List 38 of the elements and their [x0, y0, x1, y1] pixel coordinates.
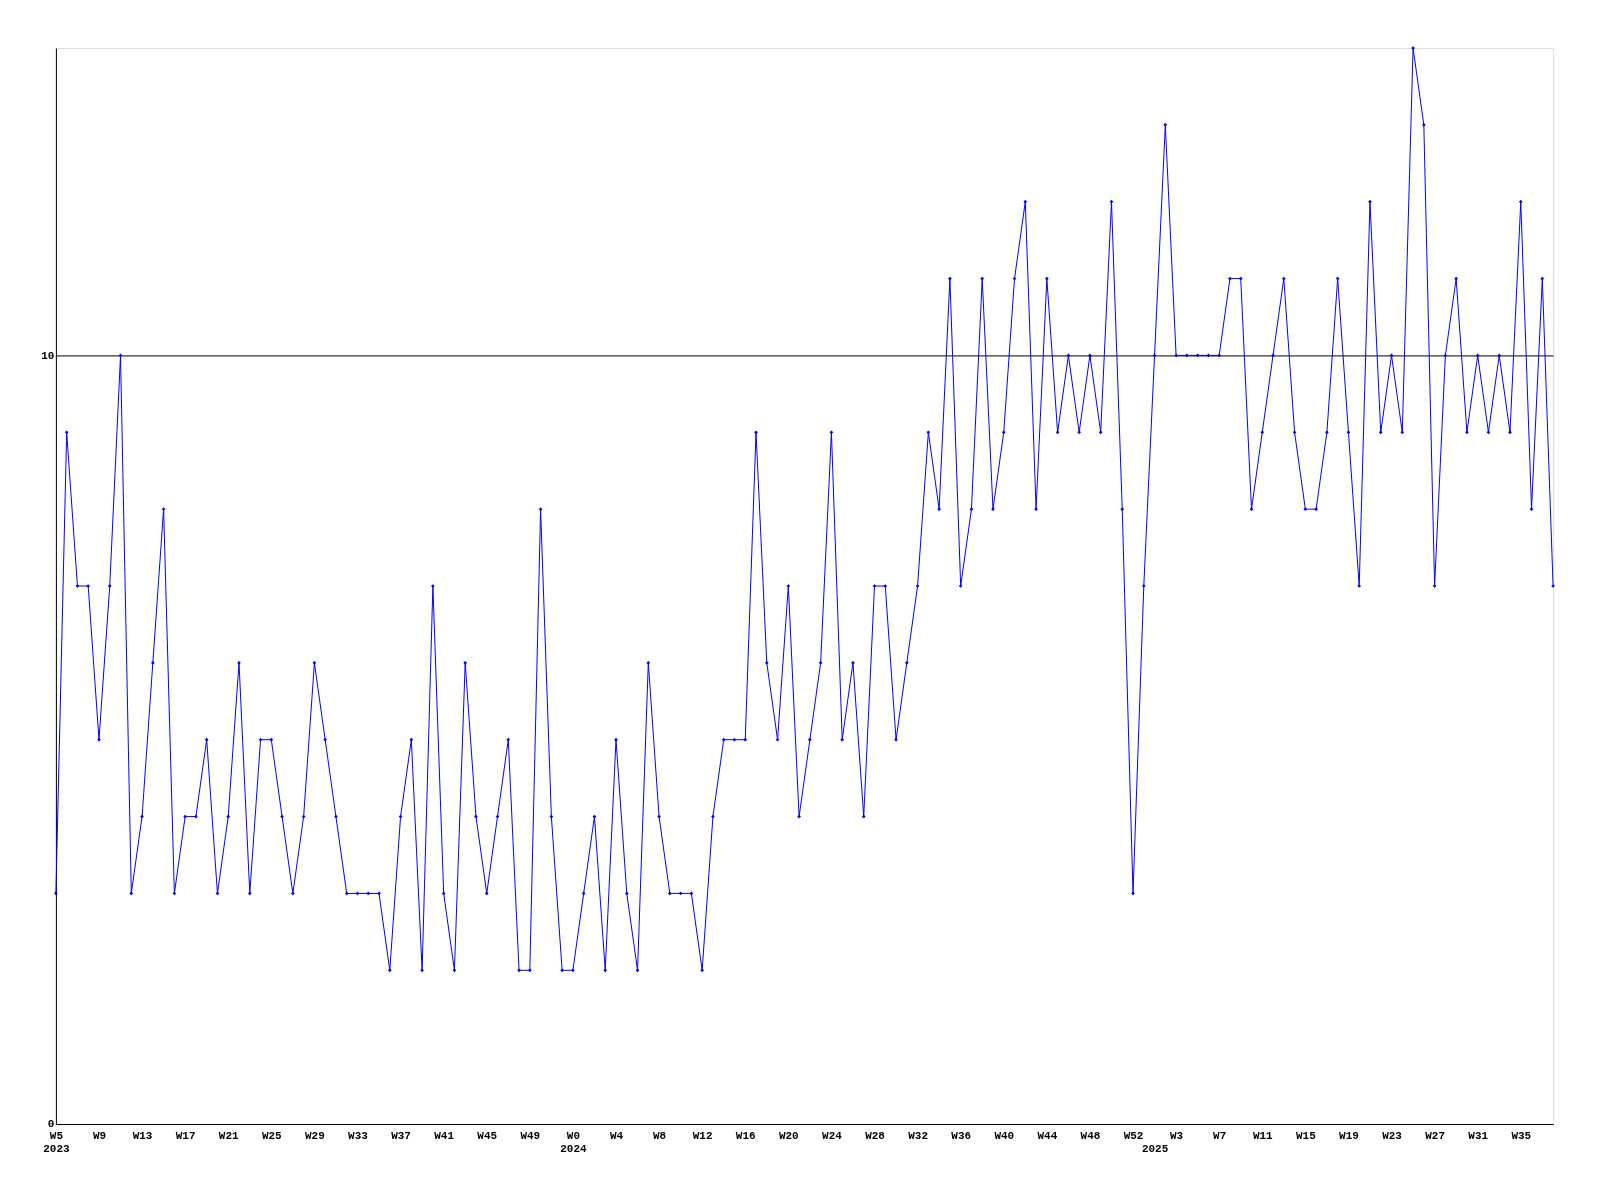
x-tick-label: W4: [609, 1130, 624, 1143]
x-tick-label: W19: [1339, 1130, 1359, 1143]
x-tick-label: W15: [1295, 1130, 1317, 1143]
x-tick-label: W45: [477, 1130, 498, 1143]
x-tick-label: W17: [175, 1130, 196, 1143]
x-tick-label: W41: [434, 1130, 455, 1143]
x-tick-label: W35: [1511, 1130, 1532, 1143]
x-tick-label: W3: [1170, 1130, 1184, 1143]
x-tick-label: W52: [1123, 1130, 1144, 1143]
x-tick-label: W24: [822, 1130, 843, 1143]
x-tick-label: W8: [652, 1130, 667, 1143]
x-tick-label: W37: [391, 1130, 411, 1143]
x-tick-label: W13: [132, 1130, 153, 1143]
x-tick-label: W27: [1425, 1130, 1445, 1143]
x-tick-label: W44: [1037, 1130, 1058, 1143]
x-tick-label: W49: [520, 1130, 541, 1143]
x-tick-label: W23: [1382, 1130, 1403, 1143]
x-tick-label: W33: [348, 1130, 369, 1143]
x-tick-label: W28: [865, 1130, 885, 1143]
x-tick-label: W29: [305, 1130, 325, 1143]
x-tick-label: W21: [218, 1130, 240, 1143]
x-tick-label: W16: [735, 1130, 756, 1143]
x-tick-label: W9: [92, 1130, 107, 1143]
x-tick-label: 2025: [1141, 1143, 1169, 1156]
x-tick-label: W36: [951, 1130, 972, 1143]
x-tick-label: W12: [692, 1130, 713, 1143]
x-tick-label: W31: [1468, 1130, 1489, 1143]
x-tick-label: W25: [261, 1130, 283, 1143]
x-tick-label: W7: [1213, 1130, 1227, 1143]
x-tick-label: W0 2024: [560, 1130, 587, 1156]
x-tick-label: W11: [1252, 1130, 1274, 1143]
x-tick-label: W5 2023: [43, 1130, 70, 1156]
y-tick-label: 0: [47, 1118, 55, 1131]
x-tick-label: W40: [994, 1130, 1015, 1143]
y-tick-label: 10: [41, 349, 55, 362]
x-tick-label: W20: [778, 1130, 799, 1143]
x-tick-label: W32: [908, 1130, 928, 1143]
x-tick-label: W48: [1080, 1130, 1101, 1143]
